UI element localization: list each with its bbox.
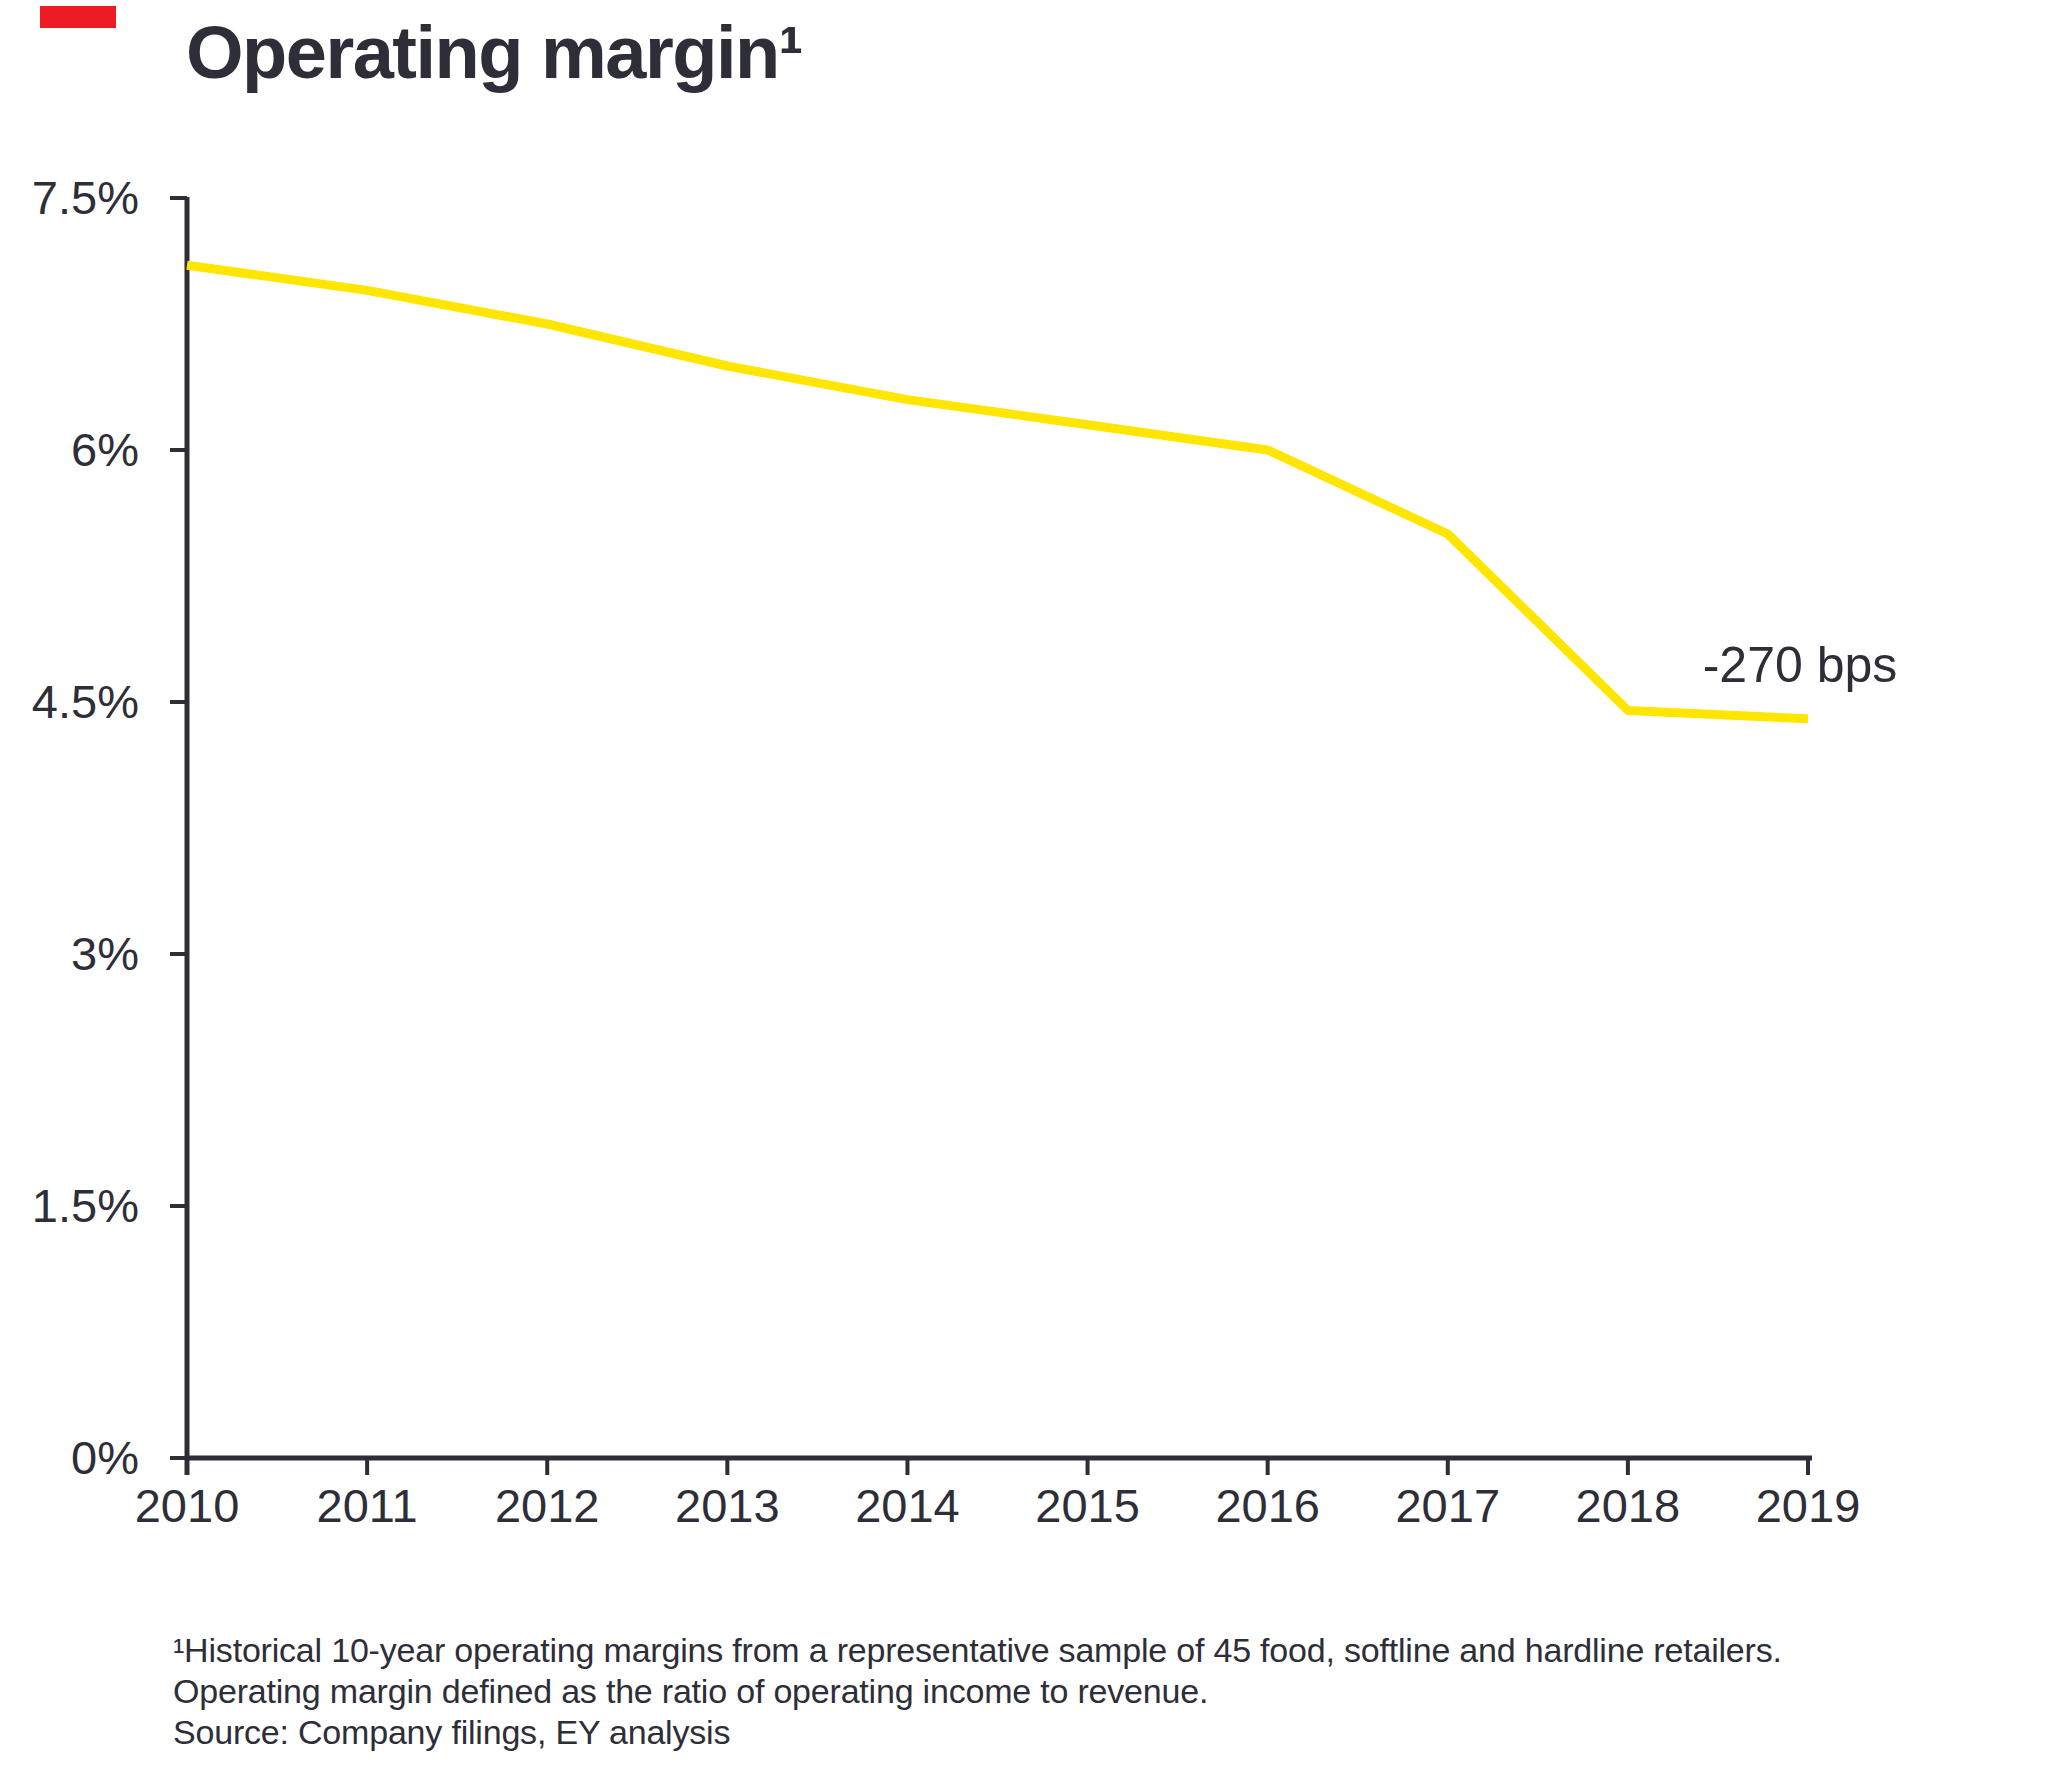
x-tick-label: 2014	[855, 1479, 960, 1532]
y-tick-label: 4.5%	[32, 675, 139, 728]
x-tick-label: 2019	[1756, 1479, 1861, 1532]
x-tick-label: 2017	[1395, 1479, 1500, 1532]
footnote: ¹Historical 10-year operating margins fr…	[173, 1630, 1782, 1753]
footnote-line-2: Operating margin defined as the ratio of…	[173, 1671, 1782, 1712]
y-tick-label: 6%	[71, 423, 139, 476]
y-tick-label: 3%	[71, 927, 139, 980]
footnote-line-3: Source: Company filings, EY analysis	[173, 1712, 1782, 1753]
delta-annotation: -270 bps	[1703, 637, 1898, 693]
y-tick-label: 0%	[71, 1431, 139, 1484]
x-tick-label: 2018	[1576, 1479, 1681, 1532]
operating-margin-chart: 7.5% 6% 4.5% 3% 1.5% 0%2010 2011 2012 2013 2014 20…	[0, 0, 2048, 1775]
operating-margin-line	[187, 265, 1808, 719]
x-tick-label: 2012	[495, 1479, 600, 1532]
chart-page: Operating margin¹ 7.5%6%4.5%3%1.5%0%2010…	[0, 0, 2048, 1775]
x-tick-label: 2016	[1215, 1479, 1320, 1532]
x-tick-label: 2011	[317, 1479, 418, 1532]
y-tick-label: 1.5%	[32, 1179, 139, 1232]
x-tick-label: 2013	[675, 1479, 780, 1532]
y-tick-label: 7.5%	[32, 171, 139, 224]
x-tick-label: 2015	[1035, 1479, 1140, 1532]
footnote-line-1: ¹Historical 10-year operating margins fr…	[173, 1630, 1782, 1671]
x-tick-label: 2010	[135, 1479, 240, 1532]
